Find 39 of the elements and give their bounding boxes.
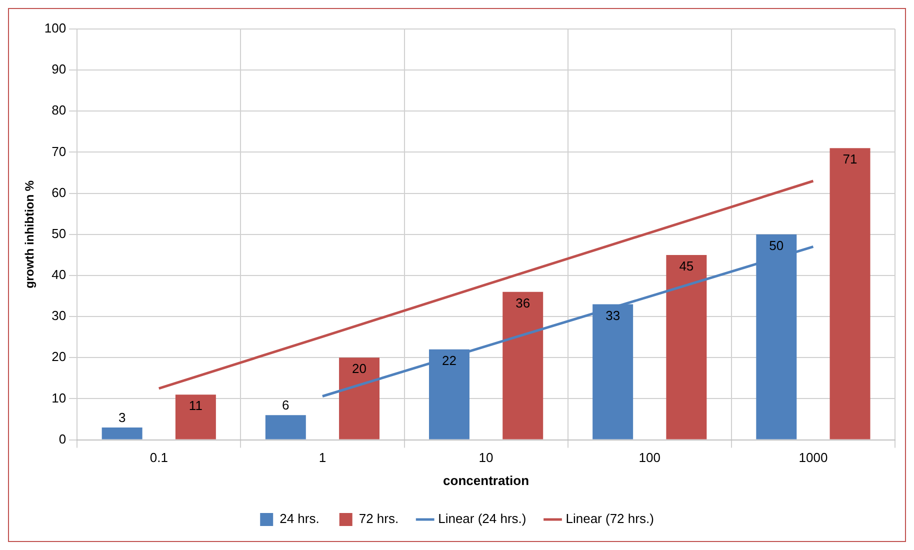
data-label: 22 <box>442 353 456 368</box>
data-label: 20 <box>352 361 367 376</box>
bar <box>175 394 216 440</box>
data-label: 3 <box>118 410 126 426</box>
x-tick-label: 1000 <box>798 450 828 466</box>
y-tick-label: 60 <box>52 184 66 200</box>
x-tick-label: 1 <box>318 450 326 466</box>
data-label: 45 <box>679 258 694 274</box>
data-label: 6 <box>282 398 290 413</box>
y-tick-label: 10 <box>52 390 66 406</box>
y-tick-label: 70 <box>52 144 66 159</box>
data-label: 71 <box>842 152 858 167</box>
y-tick-label: 80 <box>52 102 66 118</box>
y-tick-label: 50 <box>52 226 66 241</box>
bar <box>502 292 544 440</box>
x-tick-label: 10 <box>478 450 494 466</box>
y-tick-label: 30 <box>52 308 66 324</box>
x-tick-label: 0.1 <box>150 450 168 466</box>
legend-label: Linear (24 hrs.) <box>438 511 526 526</box>
data-label: 11 <box>188 398 202 414</box>
legend-label: Linear (72 hrs.) <box>566 511 654 526</box>
x-axis-title: concentration <box>443 472 530 488</box>
y-tick-label: 40 <box>52 267 66 282</box>
data-label: 36 <box>516 295 530 310</box>
y-tick-label: 100 <box>44 20 66 36</box>
bar <box>666 254 707 440</box>
legend-label: 24 hrs. <box>280 511 320 526</box>
data-label: 50 <box>769 238 784 253</box>
x-tick-label: 100 <box>638 450 660 466</box>
data-label: 33 <box>606 308 620 323</box>
bar <box>339 358 380 440</box>
y-tick-label: 20 <box>52 349 66 364</box>
legend-label: 72 hrs. <box>358 511 399 526</box>
bar <box>102 427 142 440</box>
y-tick-label: 90 <box>52 62 66 77</box>
bar <box>830 148 870 440</box>
y-tick-label: 0 <box>58 431 66 446</box>
bar <box>265 415 306 440</box>
y-axis-title: growth inhibtion % <box>22 180 37 288</box>
